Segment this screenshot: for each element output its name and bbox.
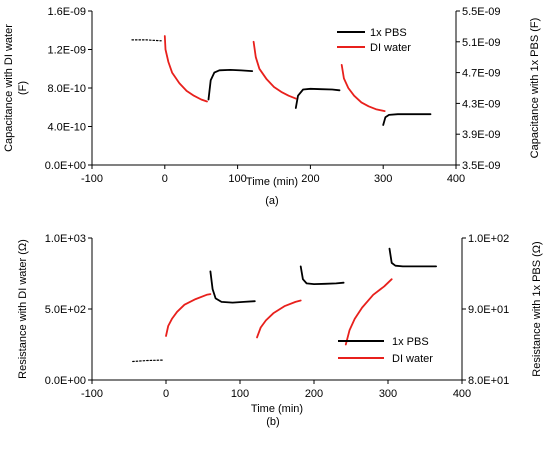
di-water-series-line <box>163 35 208 103</box>
legend: 1x PBS DI water <box>338 336 433 365</box>
y-axis-title-line: Capacitance with DI water <box>3 24 15 152</box>
y-tick-label: 4.0E-10 <box>47 122 86 134</box>
y2-tick-label: 1.0E+02 <box>468 233 509 245</box>
y2-tick-label: 4.7E-09 <box>462 68 501 80</box>
panel-b-resistance: -100 0 100 200 300 400 0.0E+00 5.0E+02 1.0E+03 8.… <box>17 233 543 428</box>
x-tick-label: 300 <box>379 388 397 400</box>
y-tick-label: 1.2E-09 <box>47 45 86 57</box>
1x-pbs-series-line <box>299 265 345 285</box>
y-tick-label: 5.0E+02 <box>45 304 86 316</box>
panel-caption: (b) <box>266 416 279 428</box>
y2-tick-label: 4.3E-09 <box>462 98 501 110</box>
y2-tick-label: 8.0E+01 <box>468 375 509 387</box>
y2-tick-label: 5.1E-09 <box>462 37 501 49</box>
1x-pbs-series-line <box>207 69 254 101</box>
legend-label: DI water <box>392 353 433 365</box>
y-tick-label: 0.0E+00 <box>45 375 86 387</box>
y2-axis-title: Resistance with 1x PBS (Ω) <box>531 241 543 376</box>
di-water-series-line <box>256 299 302 339</box>
y-axis-title: Capacitance with DI water (F) <box>3 24 29 152</box>
di-water-series-line <box>252 40 297 100</box>
baseline-series-line <box>131 39 162 42</box>
di-water-series-line <box>165 293 212 337</box>
y2-axis-title: Capacitance with 1x PBS (F) <box>529 18 541 159</box>
x-tick-label: -100 <box>81 388 103 400</box>
di-water-series-line <box>340 64 386 112</box>
y2-tick-label: 3.9E-09 <box>462 129 501 141</box>
1x-pbs-series-line <box>388 247 437 268</box>
legend-label: 1x PBS <box>392 336 429 348</box>
legend: 1x PBS DI water <box>337 27 411 54</box>
1x-pbs-series-line <box>209 270 256 304</box>
x-tick-label: 200 <box>301 173 319 185</box>
y2-tick-label: 3.5E-09 <box>462 160 501 172</box>
x-tick-label: 100 <box>231 388 249 400</box>
y-tick-label: 1.0E+03 <box>45 233 86 245</box>
1x-pbs-series-line <box>382 113 432 126</box>
y2-tick-label: 5.5E-09 <box>462 6 501 18</box>
x-tick-label: 0 <box>163 388 169 400</box>
x-tick-label: 400 <box>453 388 471 400</box>
x-axis-title: Time (min) <box>251 403 303 415</box>
x-tick-label: 200 <box>305 388 323 400</box>
x-tick-label: 0 <box>162 173 168 185</box>
x-tick-label: 100 <box>228 173 246 185</box>
legend-label: 1x PBS <box>370 27 407 39</box>
x-axis-title: Time (min) <box>246 176 298 188</box>
di-water-series-line <box>344 278 393 346</box>
1x-pbs-series-line <box>294 87 341 109</box>
y-axis-title: Resistance with DI water (Ω) <box>17 239 29 379</box>
y-tick-label: 8.0E-10 <box>47 83 86 95</box>
panel-a-capacitance: -100 0 100 200 300 400 0.0E+00 4.0E-10 8.0E-10 1.… <box>3 6 541 207</box>
x-tick-label: 400 <box>447 173 465 185</box>
y-tick-label: 0.0E+00 <box>45 160 86 172</box>
y2-tick-label: 9.0E+01 <box>468 304 509 316</box>
baseline-series-line <box>132 359 163 363</box>
x-tick-label: 300 <box>374 173 392 185</box>
y-tick-label: 1.6E-09 <box>47 6 86 18</box>
x-tick-label: -100 <box>81 173 103 185</box>
panel-caption: (a) <box>265 195 278 207</box>
legend-label: DI water <box>370 42 411 54</box>
y-axis-title-line: (F) <box>17 81 29 95</box>
